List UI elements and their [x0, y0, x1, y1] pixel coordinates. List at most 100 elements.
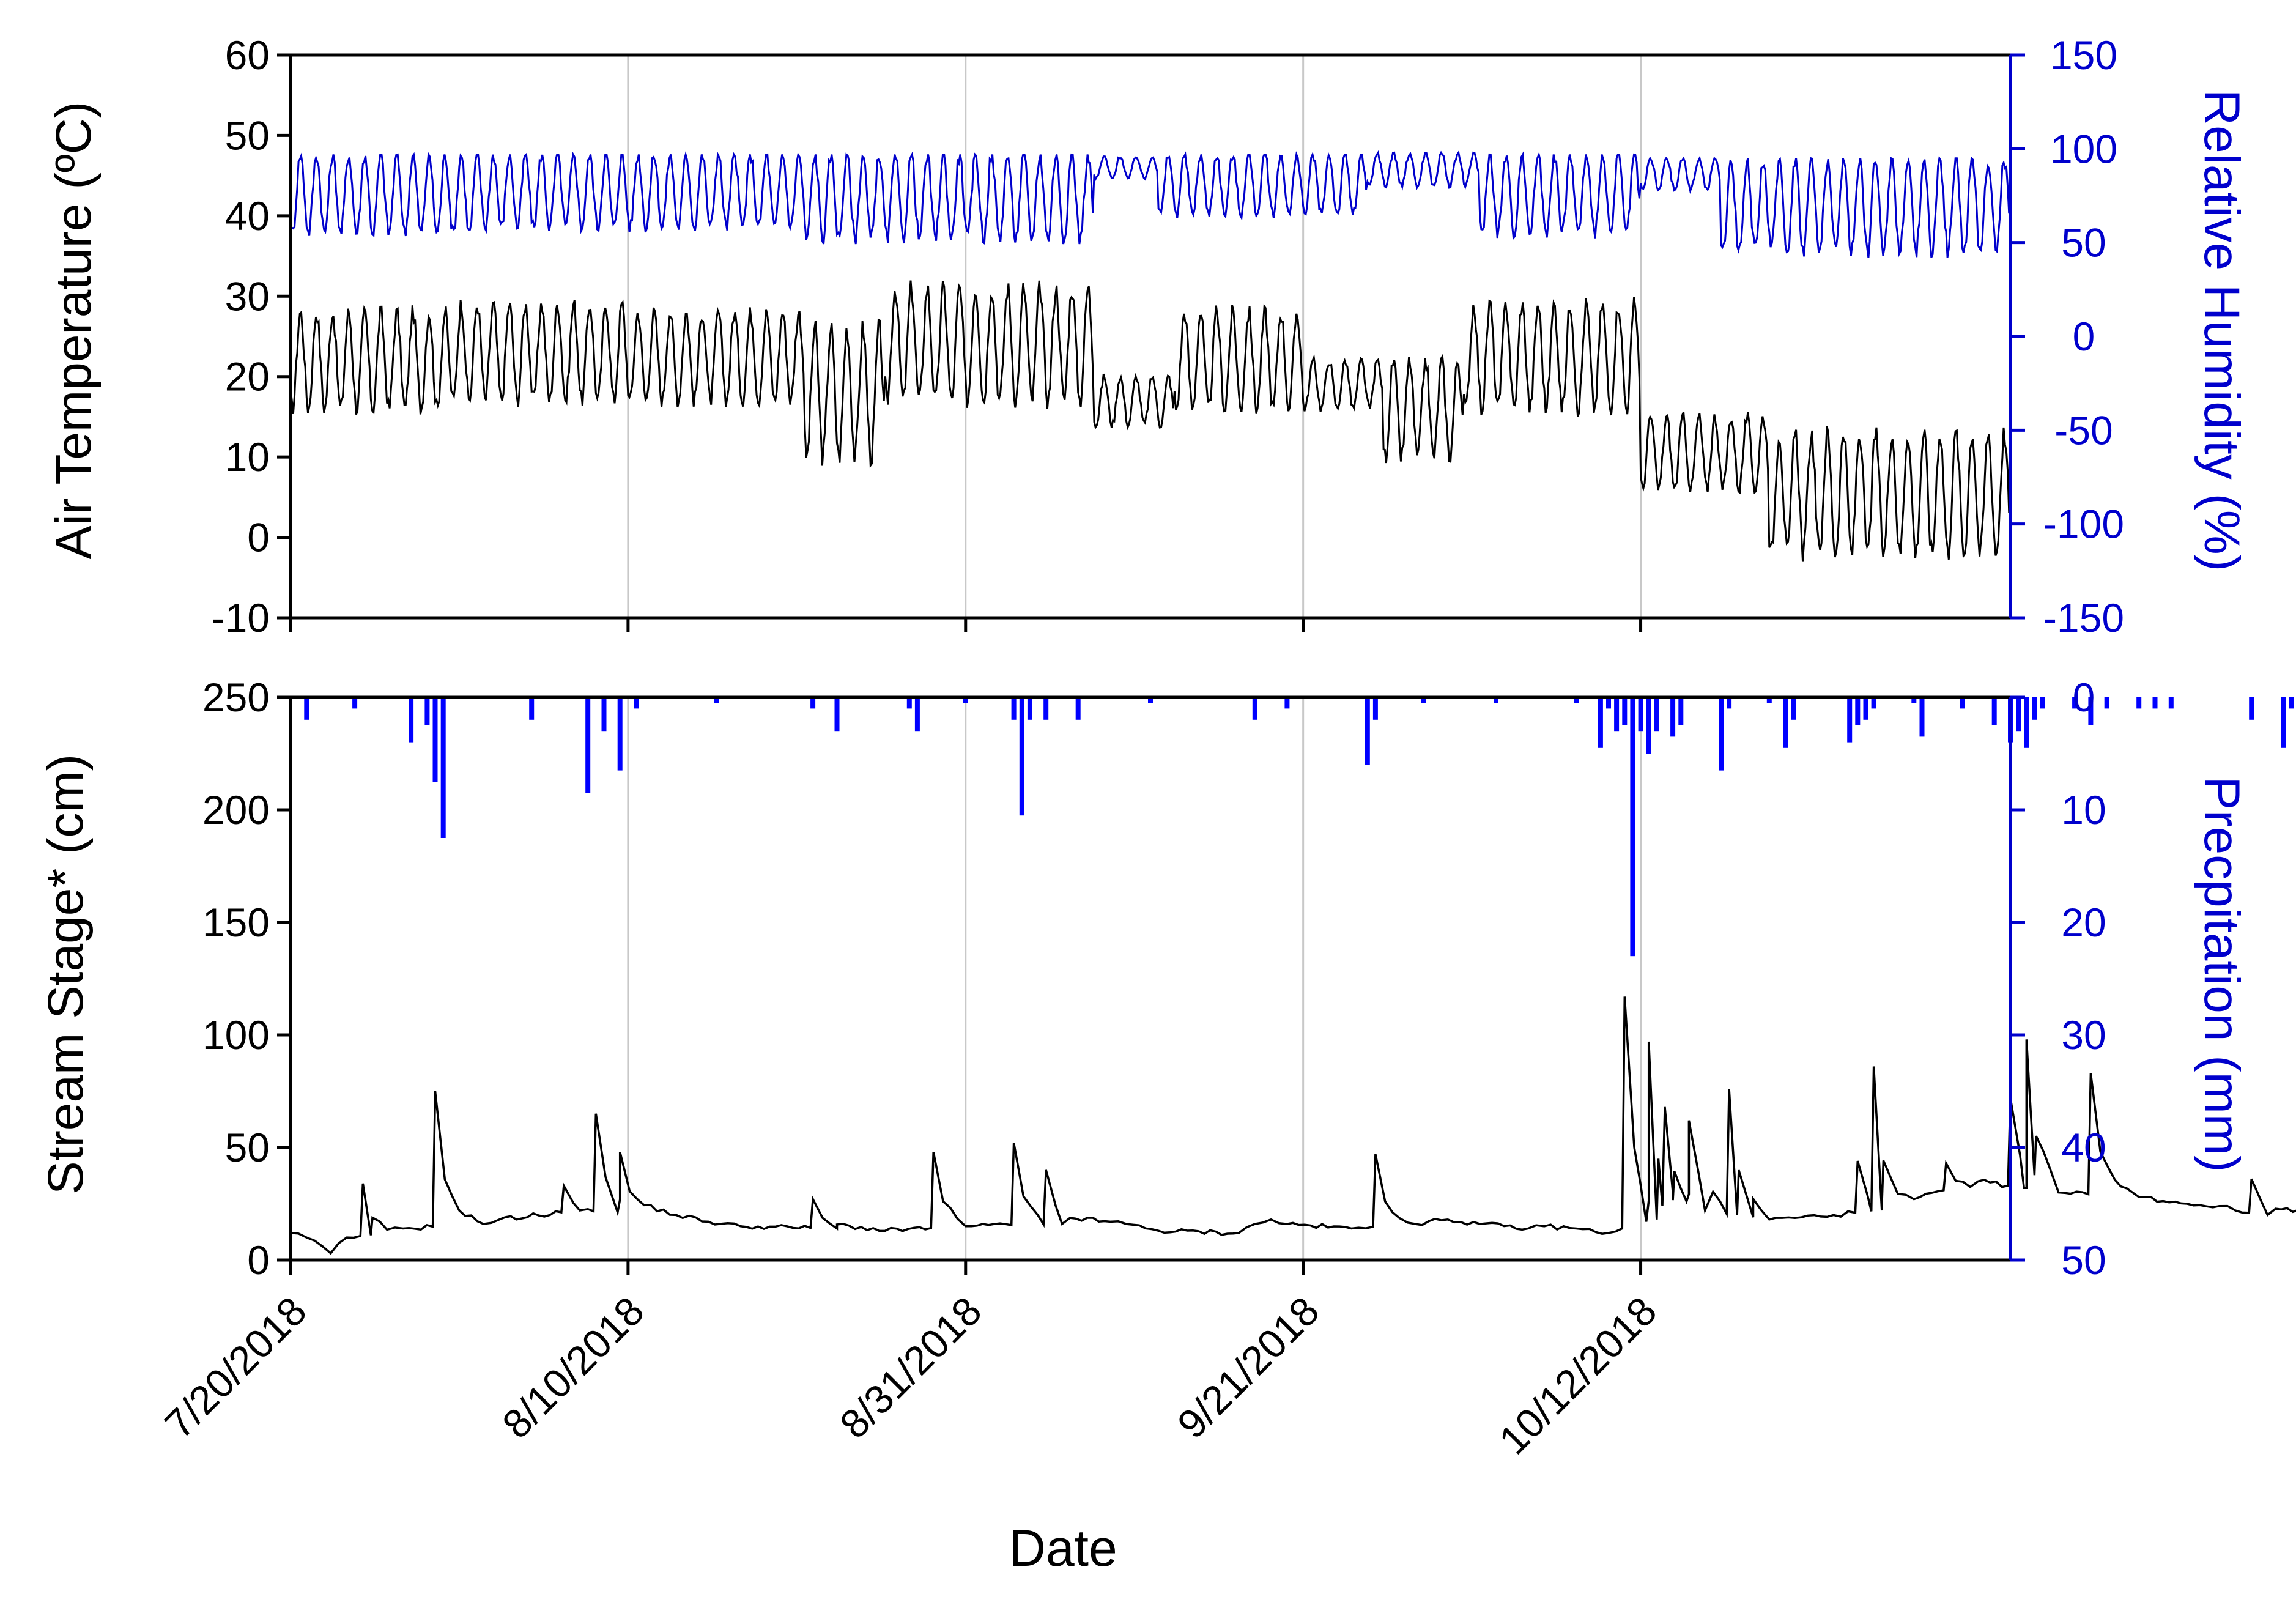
bottom-y-tick-label: 100 [202, 1012, 270, 1058]
precipitation-bar [1919, 697, 1925, 737]
precipitation-bar [1372, 697, 1378, 720]
precipitation-bar [1654, 697, 1659, 732]
precipitation-bar [1727, 697, 1732, 709]
precipitation-bar [1011, 697, 1017, 720]
bottom-y2-tick-label: 20 [2061, 900, 2106, 945]
precipitation-bar [585, 697, 591, 793]
bottom-y-tick-label: 50 [225, 1125, 270, 1170]
precipitation-bar [2289, 697, 2294, 709]
precipitation-bar [634, 697, 639, 709]
stream-stage-series-line [290, 996, 2296, 1255]
precipitation-bar [1855, 697, 1861, 725]
air-temperature-series-line [289, 280, 2010, 562]
top-y2-tick-label: 150 [2050, 32, 2117, 78]
precipitation-bar [1606, 697, 1611, 709]
top-y-tick-label: 0 [247, 515, 270, 560]
precipitation-bar [1614, 697, 1620, 732]
precipitation-bar [529, 697, 535, 720]
precipitation-bar [1960, 697, 1965, 709]
top-y2-tick-label: -100 [2043, 502, 2124, 547]
precipitation-bar [914, 697, 920, 732]
precipitation-bar [1284, 697, 1290, 709]
top-y2-tick-label: -150 [2043, 595, 2124, 640]
humidity-series-line [290, 150, 2010, 258]
bottom-y2-tick-label: 40 [2061, 1125, 2106, 1170]
bottom-axes: 250 200 150 100 50 0 0 10 20 30 40 50 [202, 675, 2106, 1283]
precipitation-bar [1991, 697, 1997, 725]
precipitation-bar [714, 697, 719, 703]
precipitation-bar [1027, 697, 1032, 720]
top-y2-tick-label: 100 [2050, 126, 2117, 171]
precipitation-bar [1043, 697, 1049, 720]
top-y-tick-label: 10 [225, 434, 270, 480]
precipitation-bar [810, 697, 816, 709]
bottom-y2-tick-label: 0 [2073, 675, 2095, 720]
bottom-y2-tick-label: 10 [2061, 787, 2106, 832]
precipitation-bar [409, 697, 414, 743]
precipitation-bar [432, 697, 438, 782]
x-axis-title: Date [1009, 1519, 1117, 1577]
precipitation-bar [2104, 697, 2109, 709]
bottom-y-tick-label: 200 [202, 787, 270, 832]
precipitation-bar [2040, 697, 2045, 709]
bottom-y-tick-label: 150 [202, 900, 270, 945]
precipitation-bar [1421, 697, 1426, 703]
bottom-panel: 250 200 150 100 50 0 0 10 20 30 40 50 Stream Stage*… [38, 675, 2296, 1283]
precipitation-bar [1365, 697, 1370, 765]
precipitation-bar [424, 697, 430, 725]
precipitation-bar [1252, 697, 1257, 720]
top-y-tick-label: 60 [225, 32, 270, 78]
precipitation-bar [2072, 697, 2078, 709]
top-y-tick-label: 40 [225, 193, 270, 239]
precipitation-bar [1783, 697, 1788, 748]
precipitation-bar [1791, 697, 1796, 720]
precipitation-bar [1678, 697, 1684, 725]
precipitation-bar [2088, 697, 2094, 725]
precipitation-bar [1638, 697, 1643, 732]
bottom-y2-axis-title: Precpitation (mm) [2194, 776, 2250, 1172]
precipitation-bar [1646, 697, 1651, 754]
top-y2-tick-label: 50 [2061, 220, 2106, 265]
top-y-tick-label: 50 [225, 113, 270, 158]
precipitation-bar [1719, 697, 1724, 771]
precipitation-bar [963, 697, 968, 703]
precipitation-bar [1494, 697, 1498, 703]
precipitation-bar [1075, 697, 1081, 720]
precipitation-bar [1622, 697, 1628, 725]
bottom-y2-tick-label: 30 [2061, 1012, 2106, 1058]
precipitation-bar [1019, 697, 1024, 816]
precipitation-bar [1148, 697, 1153, 703]
bottom-series [290, 697, 2296, 1255]
precipitation-bar [1574, 697, 1579, 703]
precipitation-bar [304, 697, 309, 720]
top-y-axis-title: Air Temperature (ºC) [46, 102, 102, 559]
top-y2-tick-label: -50 [2054, 407, 2113, 453]
precipitation-bar [1847, 697, 1853, 743]
precipitation-bar [2016, 697, 2021, 732]
precipitation-bar [834, 697, 840, 732]
top-y2-axis-title: Relative Humidity (%) [2194, 89, 2250, 571]
precipitation-bar [1766, 697, 1772, 703]
precipitation-bar [2032, 697, 2037, 720]
precipitation-bar [2249, 697, 2254, 720]
precipitation-bar [2168, 697, 2174, 709]
precipitation-bar [440, 697, 446, 838]
precipitation-bar [2281, 697, 2286, 748]
top-y-tick-label: 30 [225, 273, 270, 319]
bottom-y-tick-label: 250 [202, 675, 270, 720]
precipitation-bar [352, 697, 358, 709]
precipitation-bar [1670, 697, 1676, 737]
top-y-tick-label: 20 [225, 354, 270, 399]
precipitation-bar [906, 697, 912, 709]
top-y2-tick-label: 0 [2073, 314, 2095, 359]
bottom-y2-tick-label: 50 [2061, 1237, 2106, 1283]
precipitation-bar [1863, 697, 1868, 720]
precipitation-bar [617, 697, 623, 771]
precipitation-bar [1911, 697, 1917, 703]
precipitation-bar [2152, 697, 2158, 709]
bottom-y-axis-title: Stream Stage* (cm) [38, 754, 94, 1195]
precipitation-bar [1598, 697, 1603, 748]
